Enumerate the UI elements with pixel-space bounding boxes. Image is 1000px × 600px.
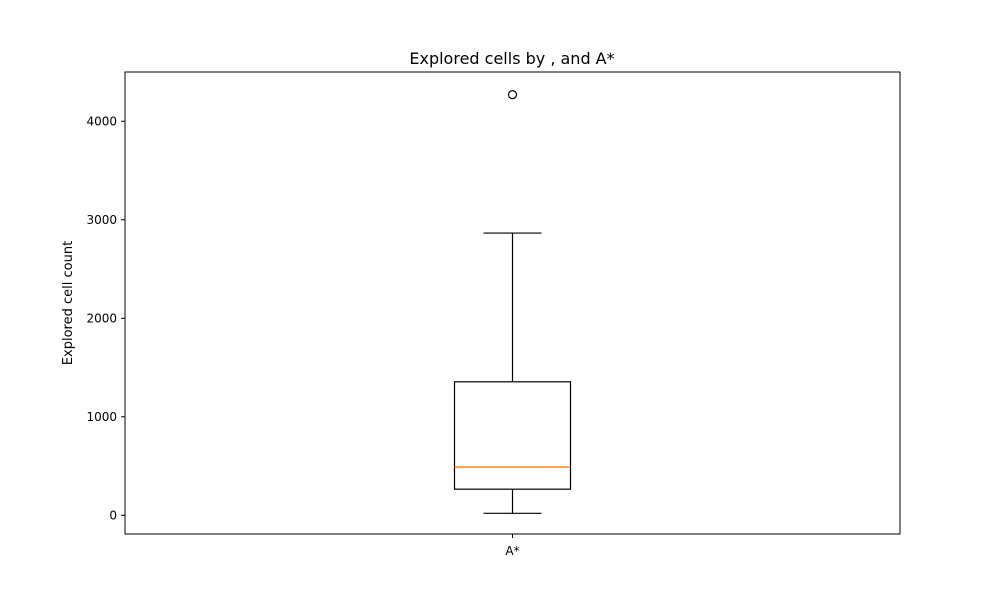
y-tick-label: 2000 <box>86 311 117 325</box>
plot-area: 0 1000 2000 3000 4000 A* <box>86 90 572 558</box>
y-tick-label: 1000 <box>86 410 117 424</box>
outlier-point <box>507 90 518 100</box>
y-axis-label: Explored cell count <box>61 241 76 365</box>
y-tick-label: 3000 <box>86 213 117 227</box>
x-tick-label: A* <box>505 544 519 558</box>
interquartile-box <box>453 381 572 490</box>
y-tick-label: 0 <box>109 508 117 522</box>
plot-frame <box>124 71 901 535</box>
chart-title: Explored cells by , and A* <box>409 49 614 68</box>
y-tick-label: 4000 <box>86 114 117 128</box>
